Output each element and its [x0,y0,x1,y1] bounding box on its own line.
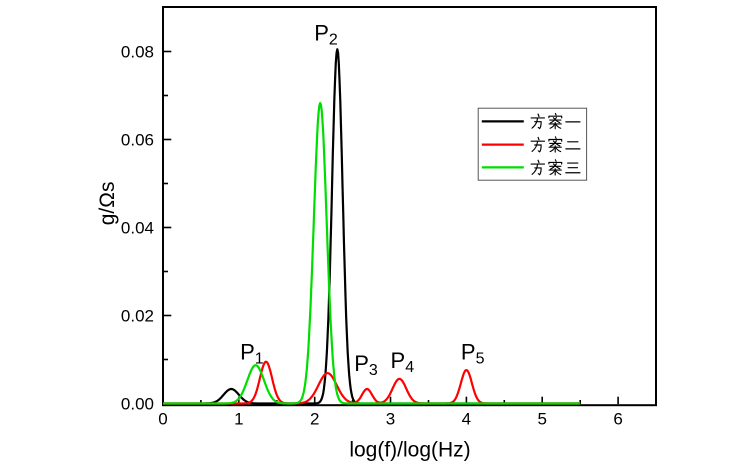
svg-text:4: 4 [462,410,471,429]
svg-text:5: 5 [537,410,546,429]
svg-text:6: 6 [613,410,622,429]
svg-text:0.02: 0.02 [121,307,154,326]
svg-text:0.00: 0.00 [121,395,154,414]
svg-text:log(f)/log(Hz): log(f)/log(Hz) [349,439,470,462]
svg-text:g/Ωs: g/Ωs [96,182,119,226]
svg-text:0.04: 0.04 [121,219,154,238]
svg-text:1: 1 [234,410,243,429]
svg-text:0: 0 [158,410,167,429]
svg-text:0.06: 0.06 [121,131,154,150]
svg-text:3: 3 [386,410,395,429]
svg-text:2: 2 [310,410,319,429]
svg-text:0.08: 0.08 [121,43,154,62]
